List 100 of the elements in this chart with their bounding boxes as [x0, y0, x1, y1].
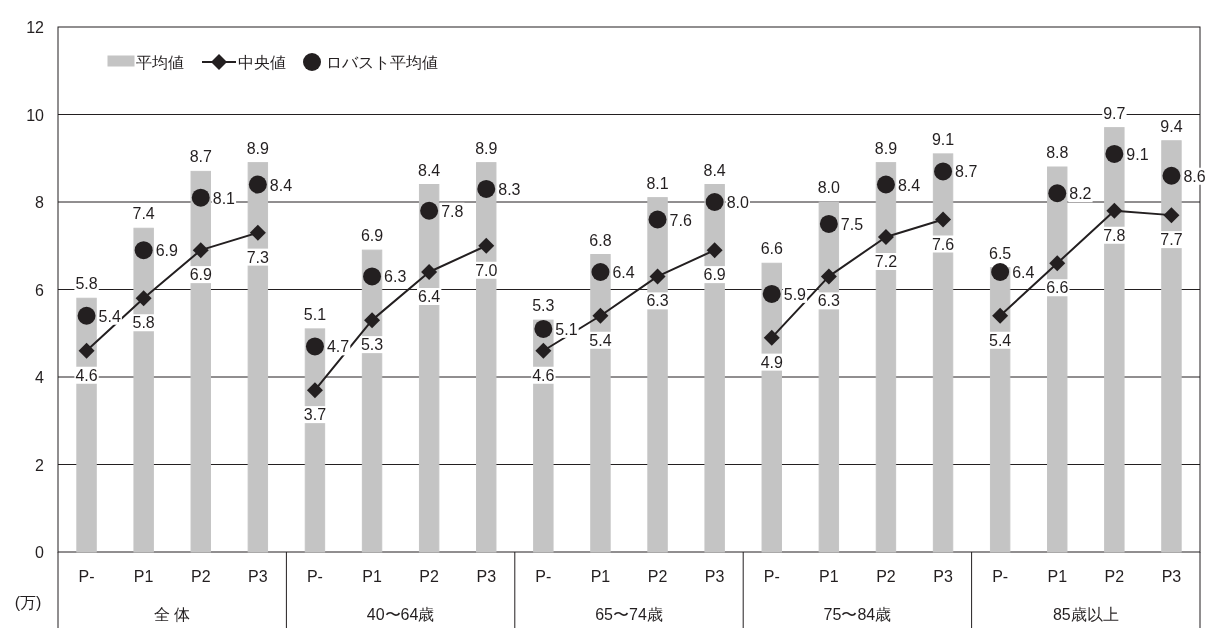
point: [592, 307, 609, 324]
point: [934, 162, 953, 181]
data-label: 6.9: [703, 266, 726, 284]
bar: [476, 162, 497, 553]
point: [1048, 184, 1067, 203]
x-tick-label: P1: [1047, 568, 1068, 585]
data-label: 5.4: [989, 331, 1012, 349]
data-label: 6.8: [589, 231, 612, 249]
bar: [761, 262, 782, 553]
point: [420, 201, 439, 220]
bar: [818, 201, 840, 553]
data-label: 8.9: [246, 139, 270, 157]
data-label: 7.8: [441, 202, 464, 220]
point: [421, 264, 438, 280]
bar: [133, 227, 154, 553]
text: 75〜84歳: [823, 606, 892, 623]
y-axis-title: (万): [14, 594, 42, 611]
point: [819, 214, 838, 233]
bar: [875, 162, 897, 553]
data-label: 5.1: [555, 320, 578, 338]
data-label: 5.8: [75, 275, 98, 293]
point: [877, 229, 894, 245]
data-label: 7.4: [132, 205, 155, 223]
data-label: 5.3: [360, 336, 384, 354]
y-tick-label: 6: [35, 281, 45, 299]
point: [192, 242, 209, 259]
data-label: 5.1: [303, 305, 327, 323]
point: [992, 307, 1009, 324]
text: 65〜74歳: [595, 606, 663, 623]
data-label: 9.4: [1160, 117, 1183, 135]
point: [248, 175, 267, 194]
data-label: 8.8: [1046, 144, 1069, 161]
data-label: 6.5: [989, 244, 1012, 262]
bar: [1161, 140, 1182, 553]
point: [591, 263, 610, 281]
point: [820, 268, 837, 285]
x-tick-label: P-: [992, 568, 1009, 585]
data-label: 8.4: [269, 176, 293, 194]
point: [762, 284, 781, 303]
point: [763, 329, 780, 346]
data-label: 8.9: [874, 139, 898, 157]
data-label: 9.1: [1126, 145, 1149, 163]
data-label: 7.8: [1103, 226, 1126, 244]
data-label: 8.4: [897, 176, 921, 194]
data-label: 7.6: [931, 235, 955, 253]
data-label: 7.7: [1160, 231, 1183, 249]
x-tick-label: P-: [535, 568, 552, 585]
point: [1162, 166, 1181, 185]
point: [1105, 144, 1124, 163]
point: [477, 179, 496, 198]
point: [306, 382, 323, 399]
data-label: 4.6: [532, 366, 555, 384]
data-label: 8.1: [646, 174, 669, 192]
data-label: 4.9: [760, 353, 783, 371]
data-label: 5.4: [98, 307, 121, 325]
point: [249, 224, 266, 241]
bar: [932, 153, 954, 553]
data-label: 8.7: [189, 148, 212, 166]
x-tick-label: P2: [1104, 568, 1125, 585]
data-label: 6.9: [189, 266, 212, 284]
bar: [1104, 127, 1125, 553]
data-label: 3.7: [303, 406, 327, 424]
text: 40〜64歳: [366, 606, 435, 623]
x-tick-label: P-: [306, 568, 323, 585]
y-tick-label: 2: [35, 456, 45, 474]
x-tick-label: P3: [933, 568, 953, 585]
y-tick-label: 10: [26, 106, 45, 124]
data-label: 8.3: [498, 180, 521, 198]
bar: [1047, 166, 1068, 553]
data-label: 7.2: [874, 253, 898, 270]
data-label: 8.6: [1183, 167, 1206, 185]
bar: [190, 170, 211, 553]
x-tick-label: P1: [819, 568, 839, 585]
data-label: 8.4: [703, 161, 726, 179]
y-tick-label: 12: [26, 19, 45, 36]
data-label: 7.5: [840, 215, 864, 233]
point: [1049, 255, 1066, 272]
data-label: 6.9: [155, 242, 178, 260]
x-tick-label: P3: [1161, 568, 1182, 585]
data-label: 7.0: [475, 261, 498, 279]
data-label: 6.3: [817, 292, 841, 310]
data-label: 6.4: [418, 288, 441, 305]
data-label: 4.6: [75, 366, 98, 384]
point: [78, 342, 95, 359]
bar: [647, 197, 668, 553]
x-tick-label: P-: [78, 568, 95, 585]
data-label: 6.4: [612, 264, 635, 281]
point: [77, 306, 96, 325]
legend-label: ロバスト平均値: [326, 54, 438, 71]
text: 全 体: [153, 606, 191, 623]
data-label: 6.6: [1046, 279, 1069, 297]
point: [1163, 207, 1180, 224]
x-tick-label: P3: [476, 568, 497, 585]
point: [363, 267, 382, 286]
data-label: 6.9: [360, 227, 384, 245]
data-label: 6.4: [1012, 264, 1035, 281]
point: [535, 342, 552, 359]
x-tick-label: P1: [590, 568, 611, 585]
x-tick-label: P2: [647, 568, 668, 585]
data-label: 5.3: [532, 297, 555, 315]
